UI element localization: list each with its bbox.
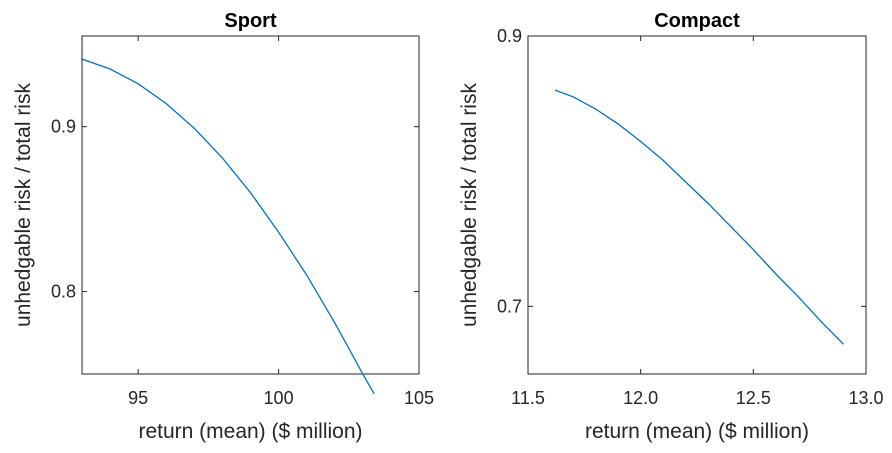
sport-x-tick-label: 95 [128, 388, 148, 408]
sport-y-tick-label: 0.8 [51, 282, 76, 302]
sport-x-tick-label: 100 [264, 388, 294, 408]
compact-x-tick-label: 11.5 [511, 388, 545, 408]
compact-y-tick-label: 0.7 [497, 296, 522, 316]
sport-y-tick-label: 0.9 [51, 117, 76, 137]
compact-x-tick-label: 12.5 [736, 388, 771, 408]
compact-series-line [554, 89, 844, 345]
sport-x-axis-label: return (mean) ($ million) [138, 420, 362, 443]
sport-x-tick-label: 105 [404, 388, 434, 408]
compact-y-tick-label: 0.9 [497, 26, 522, 46]
compact-x-tick-label: 13.0 [848, 388, 883, 408]
sport-y-axis-label: unhedgable risk / total risk [12, 83, 35, 327]
sport-axes-frame [81, 35, 420, 375]
sport-panel: 95 100 105 0.8 0.9 Sport return (mean) ($ mill… [12, 10, 434, 443]
compact-y-axis-label: unhedgable risk / total risk [458, 83, 481, 327]
sport-series-line [81, 58, 375, 395]
compact-x-axis-label: return (mean) ($ million) [585, 420, 809, 443]
compact-x-tick-label: 12.0 [623, 388, 658, 408]
compact-chart-title: Compact [654, 10, 740, 32]
sport-chart-title: Sport [224, 10, 277, 32]
compact-panel: 11.5 12.0 12.5 13.0 0.7 0.9 Compact return (mea… [458, 10, 884, 443]
compact-axes-frame [527, 35, 867, 375]
